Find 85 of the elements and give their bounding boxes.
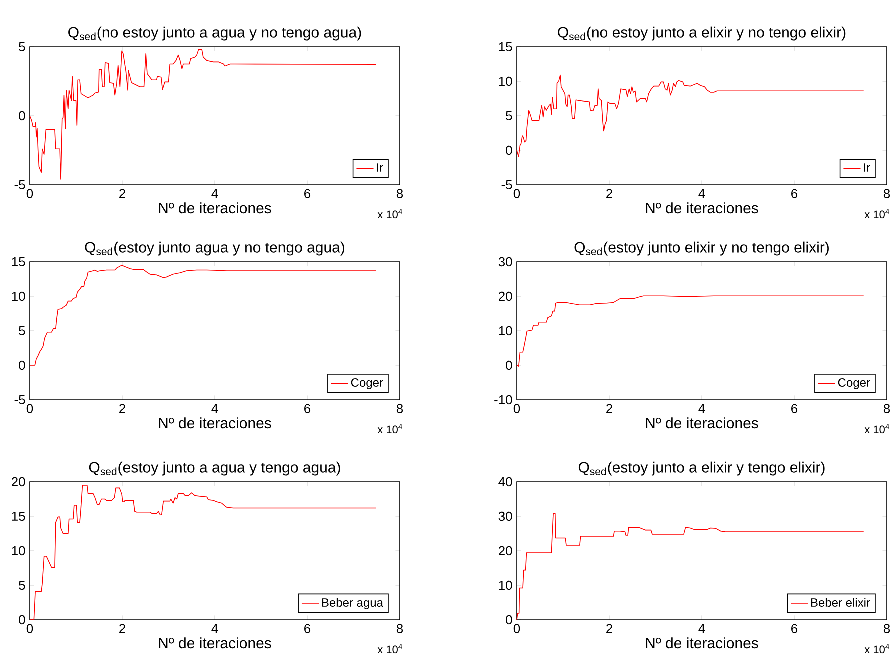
x-tick-label: 6 xyxy=(792,189,798,198)
y-tick-label: 10 xyxy=(499,326,512,336)
y-tick-label: 10 xyxy=(499,76,512,86)
chart-title: Q$_{sed}$(estoy junto elixir y no tengo elixir) xyxy=(574,242,829,256)
x-tick-label: 2 xyxy=(606,189,612,198)
y-tick-label: 15 xyxy=(12,512,26,522)
x-tick-label: 8 xyxy=(884,624,890,634)
legend-label: Ir xyxy=(377,164,384,172)
text: x 10$^{4}$ xyxy=(864,424,890,434)
line-series xyxy=(30,49,377,180)
x-tick-label: 8 xyxy=(396,189,404,198)
chart-title: Q$_{sed}$(estoy junto a elixir y tengo elixir) xyxy=(578,462,825,476)
y-tick-label: 0 xyxy=(506,146,512,156)
x-tick-label: 8 xyxy=(884,189,890,198)
x-tick-label: 4 xyxy=(698,404,706,414)
y-tick-label: 10 xyxy=(12,292,26,302)
y-tick-label: -5 xyxy=(14,395,26,405)
y-tick-label: 15 xyxy=(499,42,512,52)
x-tick-label: 4 xyxy=(698,189,706,198)
y-tick-label: -5 xyxy=(502,180,512,190)
text: x 10$^{4}$ xyxy=(864,209,890,219)
x-tick-label: 2 xyxy=(120,189,126,198)
y-tick-label: 0 xyxy=(19,360,26,370)
y-tick-label: 5 xyxy=(19,580,26,590)
text: x 10$^{4}$ xyxy=(378,424,402,434)
x-tick-label: 0 xyxy=(514,189,520,198)
y-tick-label: 15 xyxy=(12,257,26,267)
x-tick-label: 8 xyxy=(396,624,404,634)
x-tick-label: 0 xyxy=(514,624,520,634)
x-tick-label: 2 xyxy=(606,404,612,414)
y-tick-label: 10 xyxy=(499,580,512,590)
y-tick-label: 0 xyxy=(506,615,512,625)
x-tick-label: 0 xyxy=(26,404,34,414)
x-tick-label: 0 xyxy=(514,404,520,414)
x-axis-title: Nº de iteraciones xyxy=(646,418,758,429)
legend-label: Beber agua xyxy=(322,598,384,610)
x-tick-label: 0 xyxy=(26,624,34,634)
y-tick-label: 40 xyxy=(498,477,512,487)
x-tick-label: 2 xyxy=(120,404,126,414)
chart-title: Q$_{sed}$(estoy junto agua y no tengo agua) xyxy=(85,242,344,256)
text: x 10$^{4}$ xyxy=(864,644,890,654)
x-tick-label: 2 xyxy=(120,624,126,634)
legend-label: Ir xyxy=(864,164,870,172)
x-tick-label: 6 xyxy=(304,624,311,634)
y-tick-label: 30 xyxy=(498,512,512,522)
x-tick-label: 8 xyxy=(396,404,404,414)
x-tick-label: 4 xyxy=(212,189,218,198)
x-axis-title: Nº de iteraciones xyxy=(646,638,758,649)
x-axis-title: Nº de iteraciones xyxy=(646,202,758,214)
y-tick-label: 5 xyxy=(19,326,26,336)
x-tick-label: 4 xyxy=(698,624,706,634)
y-tick-label: -10 xyxy=(494,395,512,405)
y-tick-label: 20 xyxy=(12,477,26,487)
x-tick-label: 2 xyxy=(606,624,612,634)
x-tick-label: 6 xyxy=(304,189,311,198)
y-tick-label: 30 xyxy=(498,257,512,267)
x-tick-label: 6 xyxy=(792,624,798,634)
line-series xyxy=(516,296,864,367)
text: x 10$^{4}$ xyxy=(378,644,402,654)
legend-label: Beber elixir xyxy=(811,598,870,608)
x-axis-title: Nº de iteraciones xyxy=(159,202,272,214)
x-tick-label: 6 xyxy=(304,404,311,414)
legend-label: Coger xyxy=(351,378,384,390)
y-tick-label: 0 xyxy=(506,360,512,370)
x-tick-label: 8 xyxy=(884,404,890,414)
x-axis-title: Nº de iteraciones xyxy=(159,638,272,649)
x-tick-label: 4 xyxy=(212,624,218,634)
x-tick-label: 0 xyxy=(26,189,34,198)
line-series xyxy=(30,265,377,366)
y-tick-label: 20 xyxy=(499,292,512,302)
legend-label: Coger xyxy=(838,378,870,390)
chart-title: Q$_{sed}$(estoy junto a agua y tengo agua) xyxy=(89,462,340,476)
y-tick-label: -5 xyxy=(14,180,26,190)
y-tick-label: 0 xyxy=(19,615,26,625)
x-tick-label: 6 xyxy=(792,404,798,414)
y-tick-label: 0 xyxy=(19,111,26,121)
y-tick-label: 20 xyxy=(499,546,512,556)
y-tick-label: 5 xyxy=(19,42,26,52)
x-tick-label: 4 xyxy=(212,404,218,414)
y-tick-label: 5 xyxy=(506,111,512,121)
chart-title: Q$_{sed}$(no estoy junto a agua y no tengo agua) xyxy=(68,26,362,41)
chart-title: Q$_{sed}$(no estoy junto a elixir y no tengo elixir) xyxy=(558,26,846,41)
text: x 10$^{4}$ xyxy=(378,209,402,219)
y-tick-label: 10 xyxy=(12,546,26,556)
x-axis-title: Nº de iteraciones xyxy=(159,418,272,429)
